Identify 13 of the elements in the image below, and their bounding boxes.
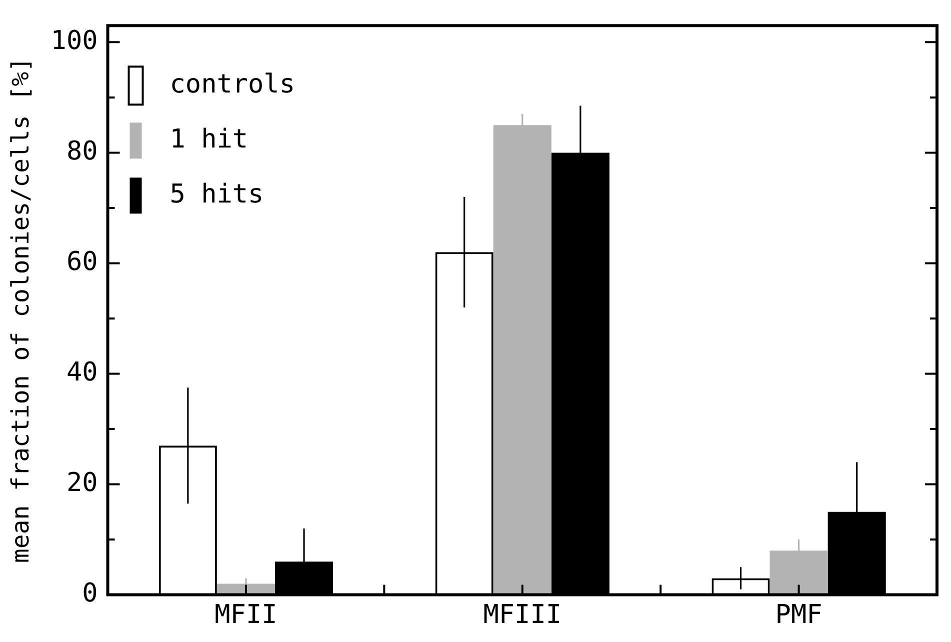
x-tick-label: MFII — [214, 600, 278, 630]
legend-label: controls — [170, 69, 295, 100]
y-tick-label: 0 — [82, 578, 98, 609]
y-axis-title: mean fraction of colonies/cells [%] — [6, 57, 35, 564]
legend-label: 1 hit — [170, 124, 248, 154]
y-tick-label: 100 — [50, 26, 98, 56]
x-tick-label: MFIII — [483, 600, 562, 630]
y-tick-label: 40 — [66, 358, 98, 388]
y-tick-label: 60 — [66, 246, 98, 277]
x-tick-label: PMF — [775, 600, 822, 630]
y-tick-label: 20 — [66, 468, 98, 498]
legend-label: 5 hits — [170, 179, 264, 210]
y-tick-label: 80 — [66, 136, 98, 166]
